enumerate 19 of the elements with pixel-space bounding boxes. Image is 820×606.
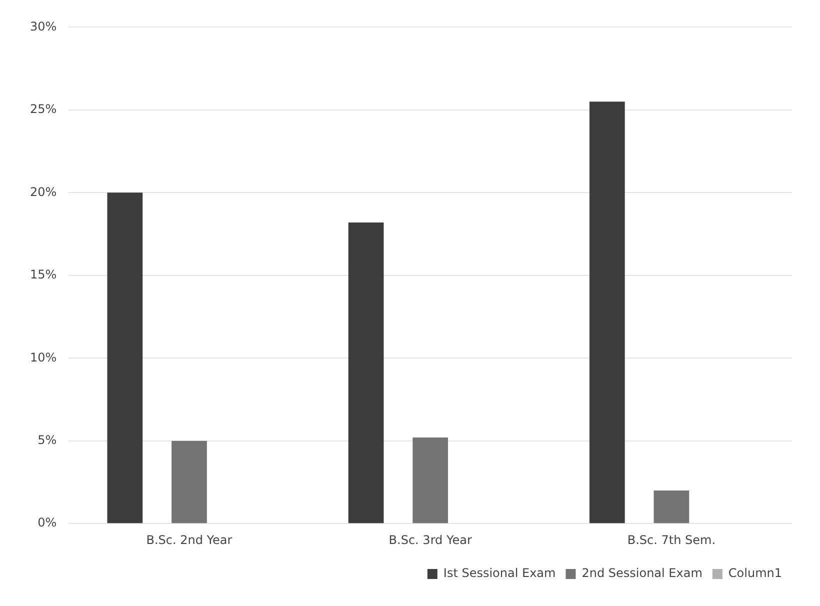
y-tick-label: 10%: [30, 350, 57, 364]
bar: [348, 222, 384, 524]
legend-label: Column1: [728, 566, 782, 580]
legend-label: Ist Sessional Exam: [443, 566, 556, 580]
y-tick-label: 5%: [38, 432, 57, 447]
x-tick-label: B.Sc. 7th Sem.: [627, 532, 716, 547]
bar: [172, 440, 207, 524]
bar: [589, 102, 625, 524]
y-tick-label: 20%: [30, 184, 57, 199]
bar: [107, 192, 143, 524]
legend-label: 2nd Sessional Exam: [582, 566, 702, 580]
bar: [412, 438, 448, 524]
y-tick-label: 0%: [38, 516, 57, 530]
y-tick-label: 15%: [30, 268, 57, 282]
y-tick-label: 30%: [30, 19, 57, 34]
x-tick-label: B.Sc. 3rd Year: [388, 532, 472, 547]
bar: [654, 490, 690, 524]
y-tick-label: 25%: [30, 102, 57, 116]
x-tick-label: B.Sc. 2nd Year: [146, 532, 232, 547]
